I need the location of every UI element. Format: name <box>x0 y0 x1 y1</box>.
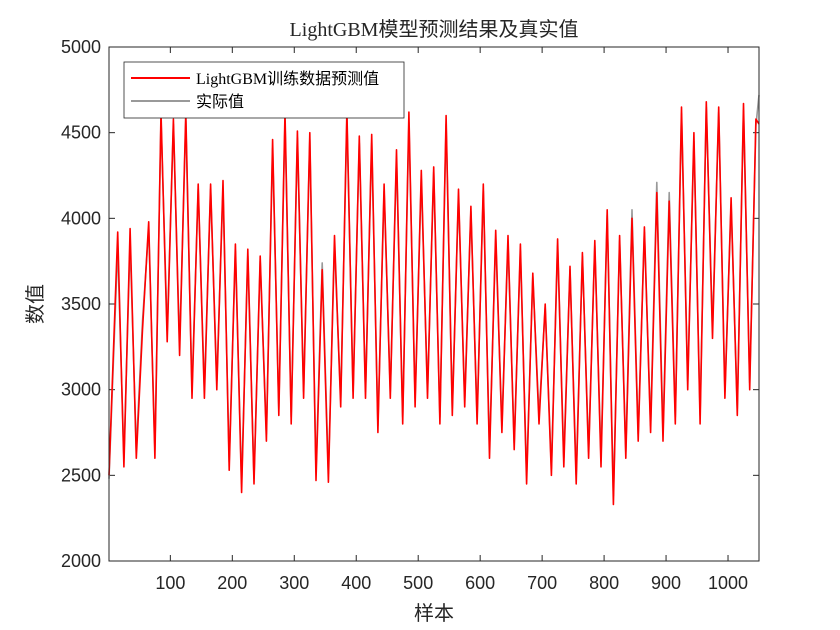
x-tick-label: 800 <box>589 573 619 593</box>
y-tick-label: 5000 <box>61 37 101 57</box>
x-tick-label: 300 <box>279 573 309 593</box>
plot-area <box>108 94 760 506</box>
legend-label-predicted: LightGBM训练数据预测值 <box>196 70 379 88</box>
y-tick-label: 2500 <box>61 465 101 485</box>
x-tick-label: 600 <box>465 573 495 593</box>
y-tick-label: 3000 <box>61 380 101 400</box>
x-axis-label: 样本 <box>414 601 454 625</box>
x-tick-label: 900 <box>651 573 681 593</box>
x-tick-label: 400 <box>341 573 371 593</box>
y-tick-label: 2000 <box>61 551 101 571</box>
y-tick-label: 4000 <box>61 208 101 228</box>
x-tick-label: 100 <box>155 573 185 593</box>
legend-label-actual: 实际值 <box>196 93 244 111</box>
y-tick-label: 4500 <box>61 123 101 143</box>
x-tick-label: 1000 <box>708 573 748 593</box>
legend: LightGBM训练数据预测值 实际值 <box>123 61 405 119</box>
y-tick-label: 3500 <box>61 294 101 314</box>
axes-box <box>108 46 760 562</box>
x-tick-label: 500 <box>403 573 433 593</box>
y-axis-label: 数值 <box>23 284 47 324</box>
x-tick-label: 700 <box>527 573 557 593</box>
x-tick-label: 200 <box>217 573 247 593</box>
tick-layer: 100 200 300 400 500 600 700 800 900 1000 2000 2500 3… <box>61 37 759 593</box>
series-line-predicted <box>108 101 760 506</box>
chart-title: LightGBM模型预测结果及真实值 <box>290 18 579 41</box>
legend-box <box>123 61 405 119</box>
